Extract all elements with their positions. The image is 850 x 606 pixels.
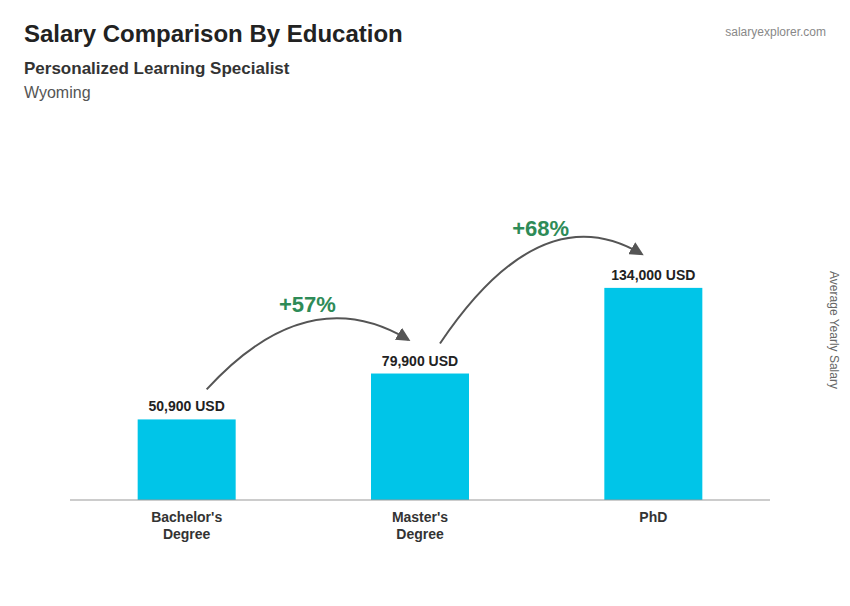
bar [138,419,236,500]
bar [604,288,702,500]
growth-label: +68% [512,216,569,241]
watermark: salaryexplorer.com [725,25,826,39]
subtitle: Wyoming [24,84,91,101]
growth-label: +57% [279,292,336,317]
background [0,0,850,606]
y-axis-label: Average Yearly Salary [827,271,841,389]
x-axis-line [70,500,770,501]
data-label: 50,900 USD [149,398,225,414]
category-label: Master'sDegree [392,509,448,542]
subtitle: Personalized Learning Specialist [24,59,290,78]
chart-svg: Salary Comparison By Education Personaliz… [0,0,850,606]
title: Salary Comparison By Education [24,20,403,47]
data-label: 134,000 USD [611,267,695,283]
bar [371,374,469,500]
category-label: Bachelor'sDegree [151,509,222,542]
bars [138,288,703,500]
category-label: PhD [639,509,667,525]
growth-arrow [440,237,641,344]
chart-container: Salary Comparison By Education Personaliz… [0,0,850,606]
data-label: 79,900 USD [382,353,458,369]
growth-arrow [207,318,408,389]
